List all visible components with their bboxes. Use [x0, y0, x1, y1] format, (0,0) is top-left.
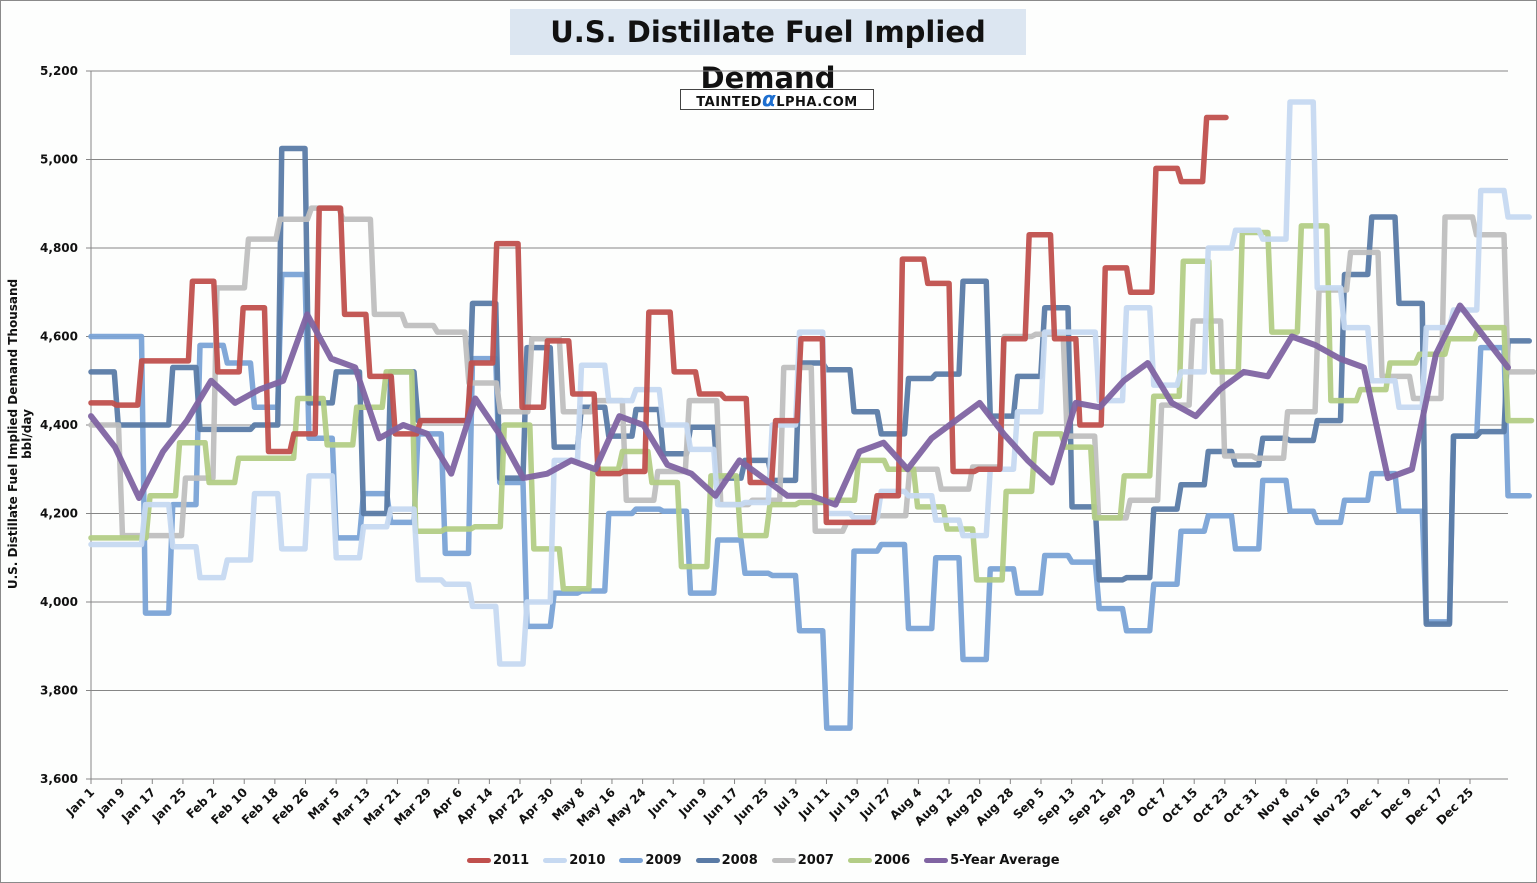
x-tick-label: Jan 1: [63, 785, 97, 819]
series-line-2010: [88, 99, 1532, 667]
legend-swatch: [619, 857, 644, 863]
legend-swatch: [847, 857, 872, 863]
watermark-text: TAINTEDαLPHA.COM: [696, 87, 858, 111]
legend-label: 2006: [873, 852, 911, 868]
legend-label: 2007: [797, 852, 834, 868]
legend-label: 2009: [645, 852, 682, 868]
legend-swatch: [924, 857, 949, 863]
series-line-2008: [88, 145, 1532, 627]
legend-item: 2007: [771, 851, 834, 869]
y-tick-label: 4,400: [40, 418, 78, 432]
legend-label: 2010: [569, 852, 606, 868]
series-line-5-year-average: [88, 302, 1511, 508]
legend-label: 2011: [493, 852, 530, 868]
watermark-logo: TAINTEDαLPHA.COM: [680, 89, 874, 110]
legend-item: 5-Year Average: [924, 851, 1060, 869]
x-tick-label: Jan 17: [118, 785, 158, 825]
legend-swatch: [467, 857, 491, 863]
y-tick-label: 4,800: [40, 241, 78, 255]
alpha-glyph: α: [761, 87, 777, 111]
x-tick-label: Jun 1: [645, 785, 680, 820]
x-tick-label: Jan 25: [149, 785, 189, 825]
series-line-2011: [88, 114, 1229, 526]
legend-item: 2008: [695, 851, 758, 869]
x-tick-label: Dec 1: [1348, 785, 1385, 822]
legend-item: 2006: [847, 851, 911, 869]
legend-swatch: [543, 857, 568, 863]
legend-swatch: [695, 857, 720, 863]
x-tick-label: Jul 11: [795, 785, 832, 822]
y-tick-label: 4,200: [40, 507, 78, 521]
y-tick-label: 4,600: [40, 330, 78, 344]
legend-item: 2009: [619, 851, 682, 869]
y-tick-label: 3,600: [40, 772, 78, 786]
x-tick-label: Jul 19: [826, 785, 863, 822]
legend-swatch: [771, 857, 796, 863]
legend-label: 5-Year Average: [950, 852, 1060, 868]
x-tick-label: Jul 27: [856, 785, 893, 822]
legend-item: 2010: [543, 851, 605, 869]
y-tick-label: 5,000: [40, 153, 78, 167]
y-tick-label: 3,800: [40, 684, 78, 698]
legend-item: 2011: [467, 851, 529, 869]
legend: 2011 2010 2009 2008 2007 2006 5-Year Average: [467, 851, 1060, 869]
y-tick-label: 4,000: [40, 595, 78, 609]
series-line-2006: [88, 223, 1535, 592]
y-tick-label: 5,200: [40, 64, 78, 78]
legend-label: 2008: [721, 852, 758, 868]
